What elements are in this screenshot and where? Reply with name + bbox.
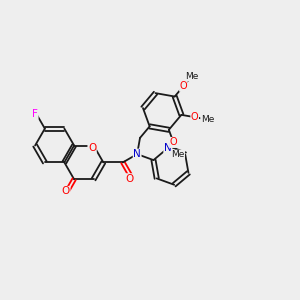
Text: O: O	[62, 187, 70, 196]
Text: Me: Me	[171, 150, 184, 159]
Text: N: N	[164, 143, 172, 153]
Text: F: F	[32, 109, 38, 119]
Text: O: O	[125, 174, 134, 184]
Text: O: O	[170, 137, 177, 148]
Text: O: O	[180, 81, 187, 91]
Text: O: O	[191, 112, 199, 122]
Text: N: N	[133, 149, 141, 159]
Text: Me: Me	[185, 72, 198, 81]
Text: O: O	[88, 143, 96, 153]
Text: Me: Me	[201, 115, 214, 124]
